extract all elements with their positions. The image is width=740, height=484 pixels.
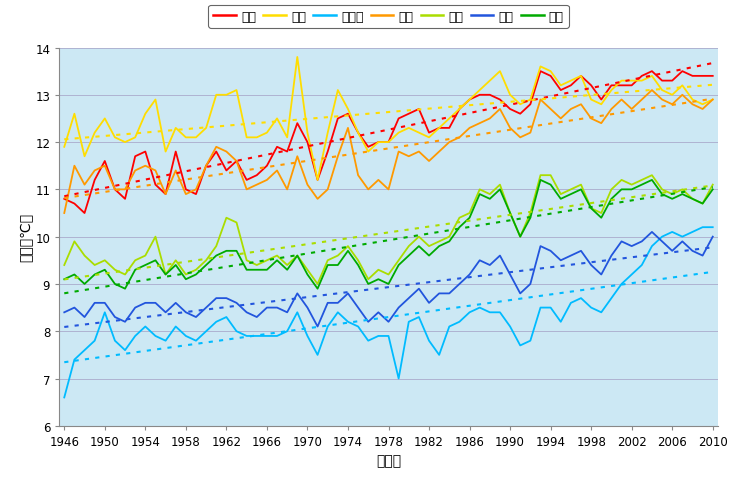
- Y-axis label: 気温（℃）: 気温（℃）: [18, 212, 33, 262]
- Legend: 東京, 銀子, 宇都宮, 横浜, 熊谷, 水戸, 前橋: 東京, 銀子, 宇都宮, 横浜, 熊谷, 水戸, 前橋: [209, 5, 568, 29]
- X-axis label: （年）: （年）: [376, 454, 401, 468]
